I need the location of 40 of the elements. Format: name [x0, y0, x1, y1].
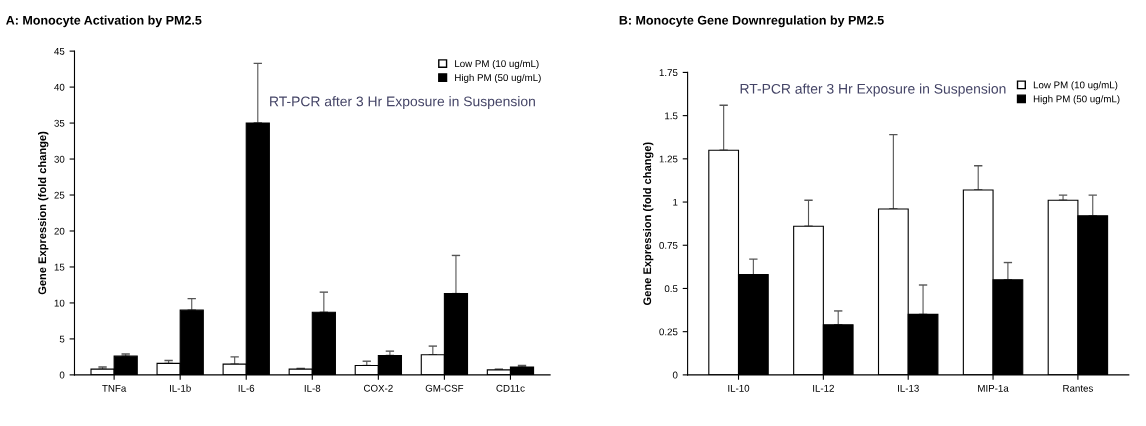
x-tick-label: CD11c	[496, 384, 525, 392]
y-axis-title: Gene Expression (fold change)	[37, 131, 49, 295]
y-tick-label: 0	[672, 371, 678, 379]
y-tick-label: 30	[54, 155, 65, 163]
x-tick-label: COX-2	[363, 384, 393, 392]
chart-title: B: Monocyte Gene Downregulation by PM2.5	[619, 15, 884, 28]
x-tick-label: Rantes	[1063, 384, 1093, 392]
y-tick-label: 0.25	[659, 328, 678, 336]
y-tick-label: 15	[54, 263, 65, 271]
chart-title: A: Monocyte Activation by PM2.5	[6, 15, 202, 28]
y-axis-title: Gene Expression (fold change)	[643, 142, 654, 305]
y-tick-label: 1.5	[665, 112, 678, 120]
x-tick-label: MIP-1a	[978, 384, 1009, 392]
annotation: RT-PCR after 3 Hr Exposure in Suspension	[740, 83, 1006, 97]
y-tick-label: 45	[54, 47, 65, 55]
legend-label: Low PM (10 ug/mL)	[1033, 81, 1118, 91]
y-tick-label: 20	[54, 227, 65, 235]
y-tick-label: 35	[54, 119, 65, 127]
x-tick-label: IL-13	[898, 384, 919, 392]
x-tick-label: IL-6	[238, 384, 255, 392]
y-tick-label: 0.75	[659, 241, 678, 249]
y-tick-label: 40	[54, 83, 65, 91]
x-tick-label: GM-CSF	[425, 384, 464, 392]
annotation: RT-PCR after 3 Hr Exposure in Suspension	[270, 96, 535, 110]
x-tick-label: IL-10	[728, 384, 750, 392]
y-tick-label: 1.75	[659, 69, 678, 77]
y-tick-label: 0.5	[664, 285, 678, 293]
legend-label: High PM (50 ug/mL)	[1033, 95, 1120, 105]
y-tick-label: 5	[59, 335, 65, 343]
y-tick-label: 1	[673, 198, 678, 206]
y-tick-label: 25	[54, 191, 65, 199]
y-tick-label: 1.25	[659, 155, 678, 163]
y-tick-label: 0	[59, 371, 65, 379]
x-tick-label: IL-1b	[170, 384, 191, 392]
x-tick-label: IL-12	[813, 384, 834, 392]
legend-label: Low PM (10 ug/mL)	[455, 59, 539, 69]
x-tick-label: IL-8	[304, 384, 321, 392]
y-tick-label: 10	[54, 299, 65, 307]
legend-label: High PM (50 ug/mL)	[455, 73, 541, 83]
x-tick-label: TNFa	[102, 384, 127, 392]
